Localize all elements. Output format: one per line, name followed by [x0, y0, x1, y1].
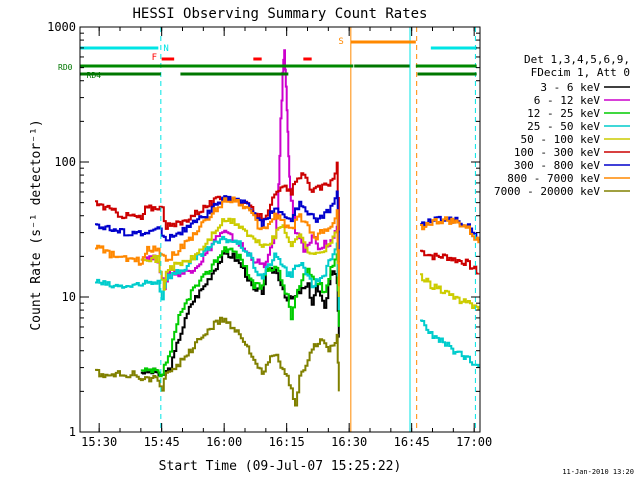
legend-entry-label: 25 - 50 keV	[527, 120, 600, 133]
flag-label-rd4: RD4	[87, 71, 102, 80]
series-line-post-gap	[420, 319, 480, 368]
legend-entry-label: 800 - 7000 keV	[507, 172, 600, 185]
y-tick-label: 1	[69, 425, 76, 439]
series-line	[140, 246, 340, 378]
legend-entry-label: 7000 - 20000 keV	[494, 185, 600, 198]
x-tick-label: 16:30	[331, 435, 367, 449]
legend-entry-label: 300 - 800 keV	[514, 159, 600, 172]
legend-entry-label: 50 - 100 keV	[521, 133, 601, 146]
series-line-post-gap	[420, 215, 480, 241]
legend-header: FDecim 1, Att 0	[531, 66, 630, 79]
series-line-post-gap	[420, 249, 480, 275]
y-tick-label: 100	[54, 155, 76, 169]
series-line	[140, 217, 340, 297]
legend-header: Det 1,3,4,5,6,9,	[524, 53, 630, 66]
series-line	[95, 196, 340, 287]
series-line-post-gap	[420, 273, 480, 311]
x-axis-label: Start Time (09-Jul-07 15:25:22)	[159, 459, 402, 474]
series-line	[95, 316, 340, 407]
chart-title: HESSI Observing Summary Count Rates	[132, 6, 427, 22]
x-tick-label: 17:00	[456, 435, 492, 449]
y-tick-label: 10	[62, 290, 76, 304]
x-tick-label: 15:30	[81, 435, 117, 449]
x-tick-label: 15:45	[144, 435, 180, 449]
legend-entry-label: 3 - 6 keV	[540, 81, 600, 94]
y-axis-label: Count Rate (s⁻¹ detector⁻¹)	[29, 119, 44, 330]
series-line	[140, 249, 340, 377]
plot-area: NF S RD4 RD0	[58, 27, 480, 432]
x-tick-label: 16:45	[394, 435, 430, 449]
flag-label-f: F	[152, 53, 157, 63]
x-tick-label: 16:15	[269, 435, 305, 449]
footer-date: 11-Jan-2010 13:20	[562, 468, 634, 476]
series-line	[95, 161, 340, 233]
series-line	[95, 190, 340, 263]
series-line	[95, 235, 340, 311]
flag-label-rd0: RD0	[58, 63, 73, 72]
axes: 1 10 100 1000 15:30 15:45 16:00 16:15 16:30 16:45…	[47, 20, 492, 449]
legend-entry-label: 6 - 12 keV	[534, 94, 601, 107]
legend-entry-label: 12 - 25 keV	[527, 107, 600, 120]
legend-entry-label: 100 - 300 keV	[514, 146, 600, 159]
y-tick-label: 1000	[47, 20, 76, 34]
series-line-post-gap	[420, 216, 480, 244]
flag-label-n: N	[163, 44, 168, 54]
x-tick-label: 16:00	[206, 435, 242, 449]
flag-label-s: S	[338, 37, 343, 47]
plot-frame	[79, 26, 481, 433]
legend: Det 1,3,4,5,6,9,FDecim 1, Att 0 3 - 6 keV…	[494, 53, 630, 198]
series-group: NF S RD4	[80, 27, 480, 432]
